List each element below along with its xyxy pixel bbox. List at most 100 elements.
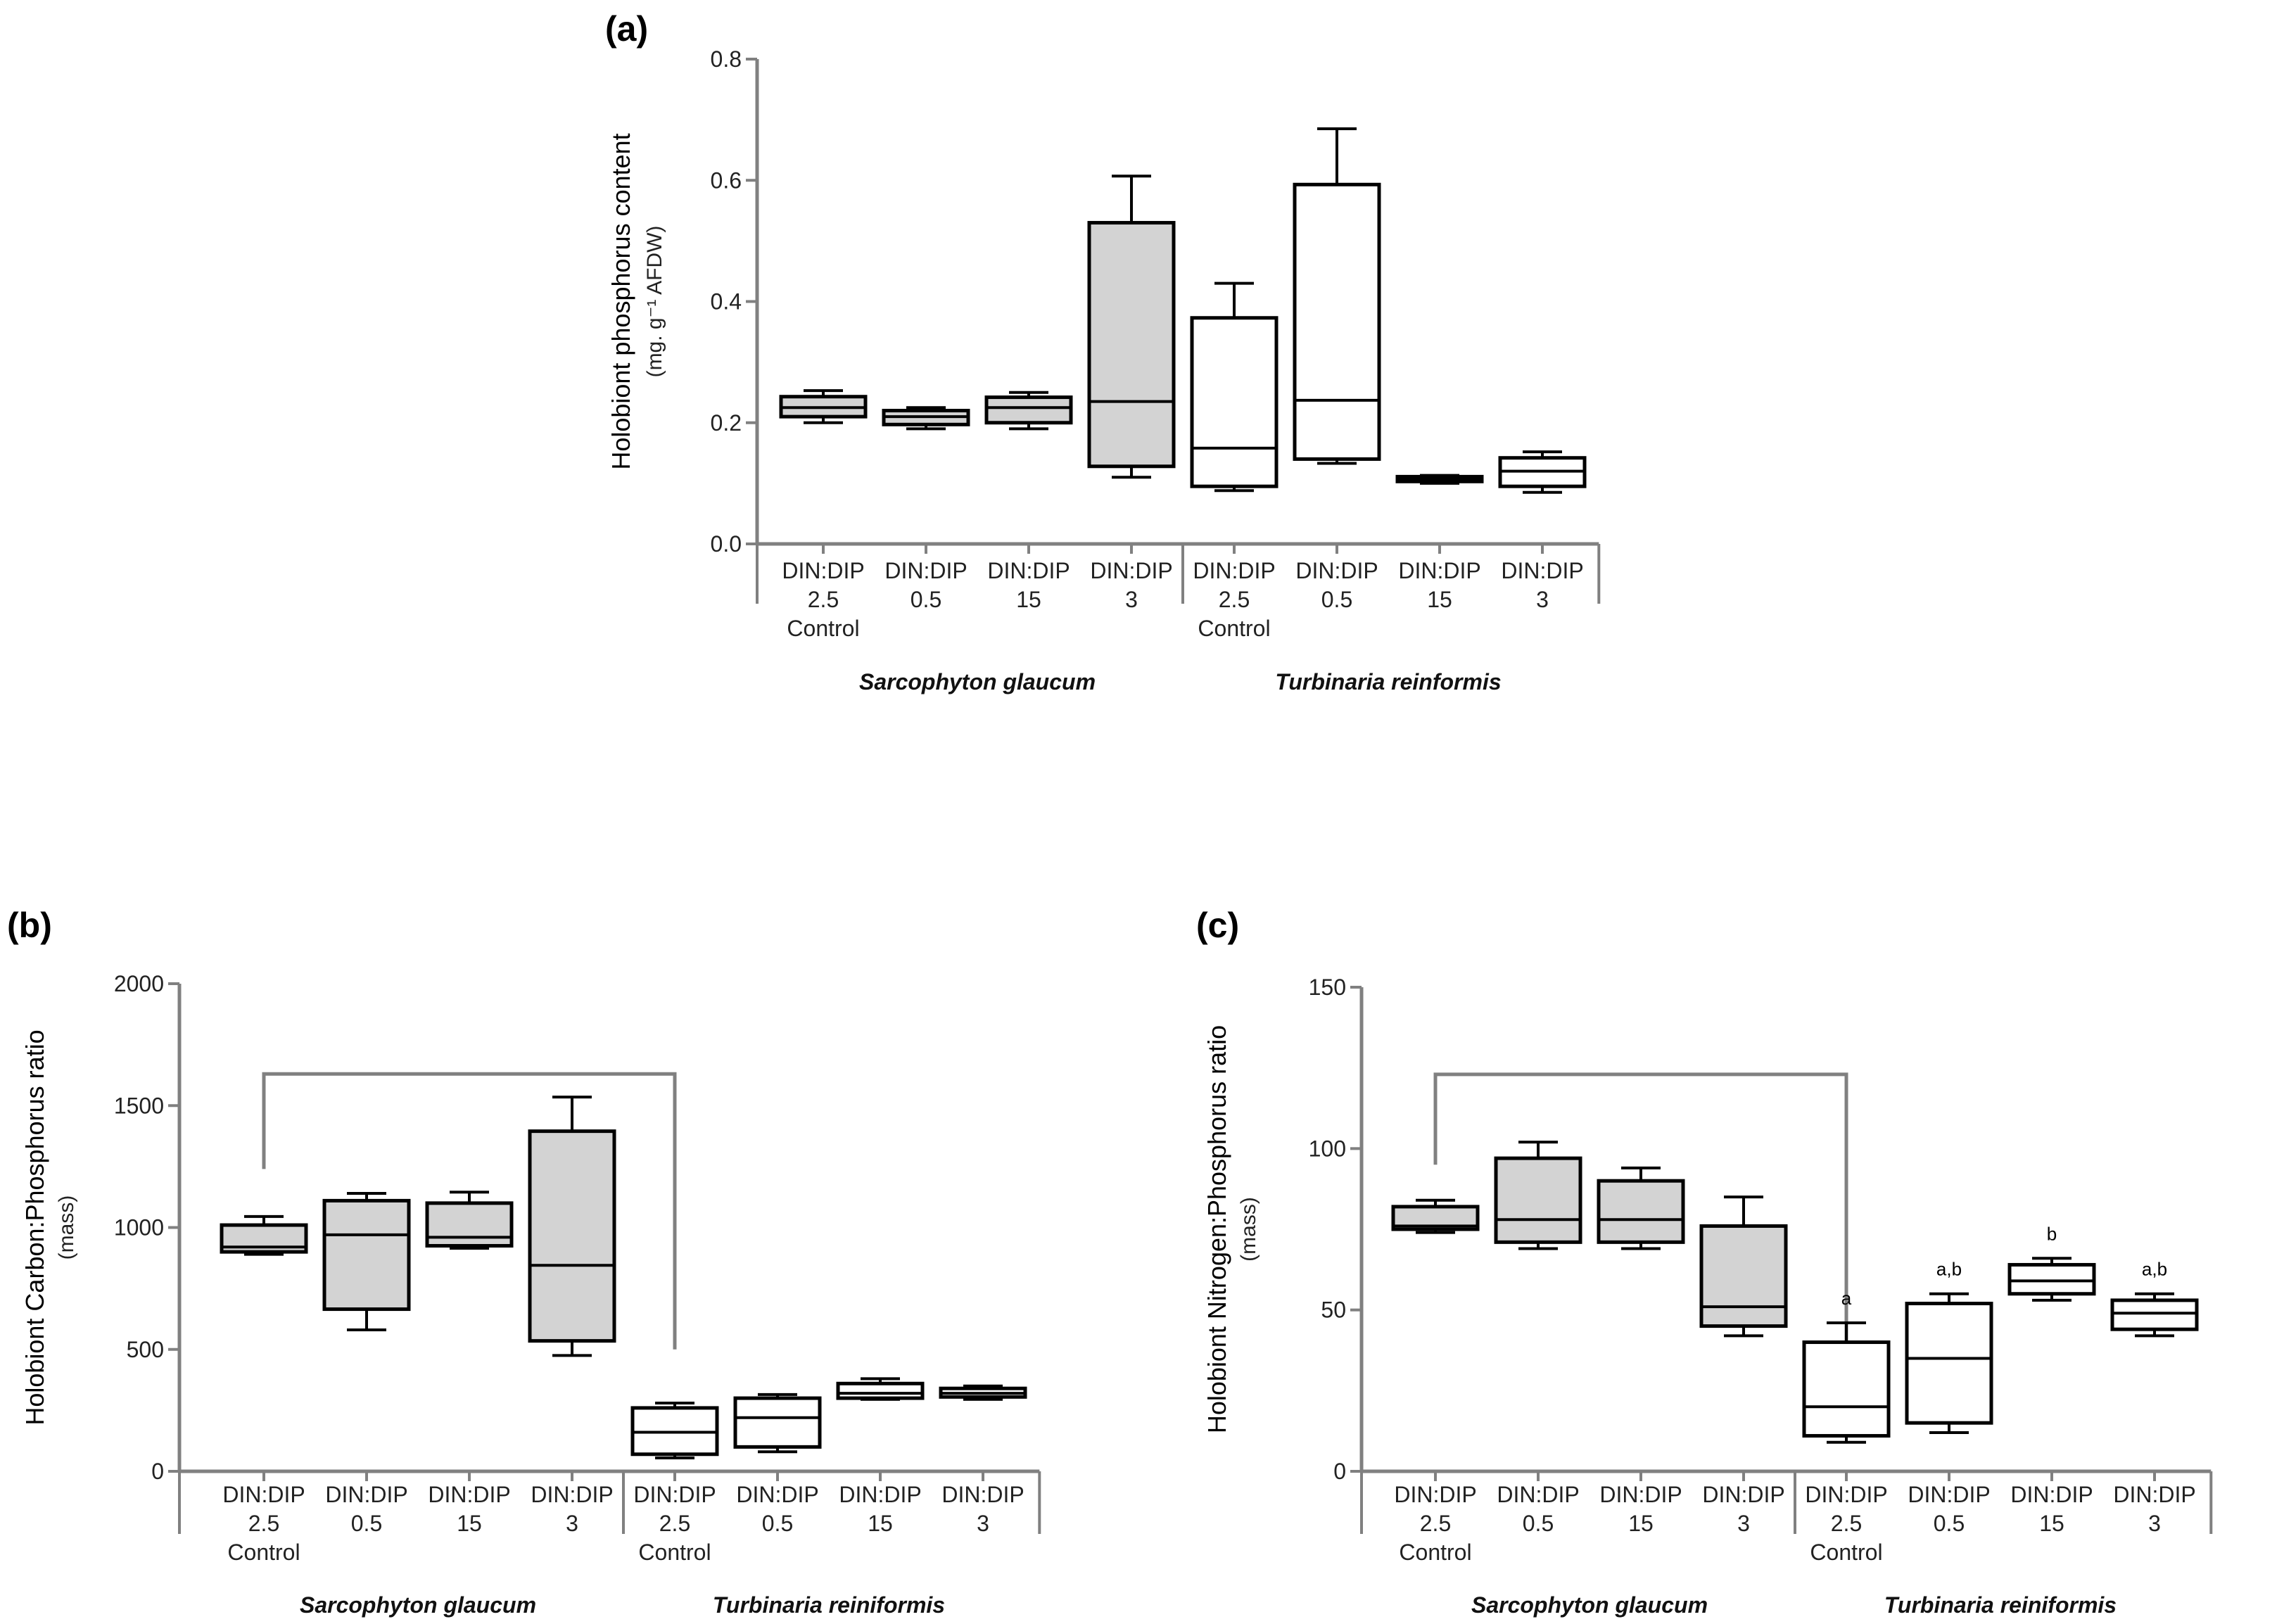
x-category-label: Control — [227, 1540, 300, 1565]
y-axis-title: Holobiont Nitrogen:Phosphorus ratio — [1203, 1025, 1231, 1433]
box-iqr — [1802, 1340, 1891, 1438]
box-iqr — [425, 1201, 514, 1248]
panel-b-chart: (b) 0 500 1000 1500 2000 Holobiont Carbon:Phos… — [7, 906, 1041, 1618]
x-category-label: 0.5 — [1934, 1511, 1965, 1536]
group-label: Sarcophyton glaucum — [1471, 1592, 1708, 1618]
x-category-label: 15 — [1427, 587, 1452, 612]
x-category-label: 2.5 — [808, 587, 839, 612]
x-category-label: DIN:DIP — [222, 1482, 305, 1507]
box-plot — [322, 1191, 411, 1332]
x-category-label: DIN:DIP — [531, 1482, 613, 1507]
y-tick-label: 1500 — [114, 1093, 164, 1118]
panel-label: (c) — [1196, 906, 1239, 945]
x-category-label: 0.5 — [1321, 587, 1352, 612]
x-category-label: 0.5 — [351, 1511, 382, 1536]
group-label: Turbinaria reiniformis — [713, 1592, 945, 1618]
box-plot — [836, 1377, 925, 1401]
significance-label: a — [1841, 1288, 1852, 1309]
group-label: Sarcophyton glaucum — [859, 669, 1096, 694]
box-plot — [1802, 1321, 1891, 1444]
x-category-label: 0.5 — [911, 587, 941, 612]
x-category-label: DIN:DIP — [1599, 1482, 1682, 1507]
group-label: Turbinaria reinformis — [1275, 669, 1501, 694]
box-iqr — [1905, 1301, 1993, 1425]
x-category-label: 0.5 — [1523, 1511, 1554, 1536]
x-category-label: 2.5 — [1420, 1511, 1451, 1536]
x-category-label: DIN:DIP — [884, 558, 967, 583]
y-tick-label: 2000 — [114, 971, 164, 996]
box-plot — [1087, 175, 1176, 479]
x-category-label: DIN:DIP — [1497, 1482, 1579, 1507]
x-category-label: DIN:DIP — [736, 1482, 818, 1507]
y-tick-label: 150 — [1309, 975, 1346, 1000]
x-category-label: 0.5 — [762, 1511, 793, 1536]
box-iqr — [528, 1129, 616, 1343]
comparison-bracket — [1433, 1072, 1848, 1352]
x-category-label: DIN:DIP — [2010, 1482, 2093, 1507]
panel-label: (b) — [7, 906, 52, 945]
y-tick-label: 50 — [1321, 1298, 1346, 1323]
panel-a-chart: (a) 0.0 0.2 0.4 0.6 0.8 Holobiont phosphorus c… — [605, 9, 1601, 694]
significance-label: b — [2047, 1223, 2057, 1244]
box-plot — [882, 406, 970, 431]
y-axis-title: Holobiont phosphorus content — [607, 133, 635, 469]
x-category-label: 3 — [2148, 1511, 2161, 1536]
box-plot — [733, 1393, 822, 1454]
x-category-label: DIN:DIP — [839, 1482, 921, 1507]
x-category-label: 15 — [868, 1511, 893, 1536]
box-plot — [2007, 1257, 2096, 1302]
box-plot — [1905, 1292, 1993, 1434]
box-iqr — [1597, 1179, 1685, 1244]
box-iqr — [1087, 221, 1176, 469]
significance-label: a,b — [1936, 1259, 1962, 1280]
significance-label: a,b — [2142, 1259, 2167, 1280]
x-category-label: 3 — [1125, 587, 1138, 612]
box-plot — [984, 391, 1073, 431]
y-tick-label: 0 — [151, 1459, 164, 1484]
y-tick-label: 0.0 — [711, 531, 742, 557]
group-label: Sarcophyton glaucum — [300, 1592, 536, 1618]
box-iqr — [1494, 1156, 1582, 1244]
x-category-label: DIN:DIP — [941, 1482, 1024, 1507]
group-label: Turbinaria reiniformis — [1884, 1592, 2117, 1618]
x-category-label: 2.5 — [1831, 1511, 1862, 1536]
y-tick-label: 0.2 — [711, 410, 742, 436]
x-category-label: 2.5 — [1219, 587, 1250, 612]
x-category-label: 3 — [566, 1511, 578, 1536]
x-category-label: DIN:DIP — [782, 558, 864, 583]
box-iqr — [836, 1381, 925, 1400]
y-axis-subtitle: (mass) — [55, 1195, 78, 1260]
x-category-label: 3 — [1737, 1511, 1750, 1536]
x-category-label: Control — [638, 1540, 711, 1565]
x-category-label: 3 — [977, 1511, 989, 1536]
x-category-label: DIN:DIP — [2113, 1482, 2195, 1507]
box-iqr — [2110, 1298, 2199, 1331]
box-iqr — [733, 1396, 822, 1449]
x-category-label: 15 — [2039, 1511, 2064, 1536]
y-tick-label: 0.4 — [711, 289, 742, 315]
x-category-label: DIN:DIP — [1193, 558, 1275, 583]
x-category-label: DIN:DIP — [1501, 558, 1583, 583]
box-plot — [1190, 281, 1279, 493]
x-category-label: DIN:DIP — [633, 1482, 716, 1507]
box-plot — [220, 1214, 308, 1256]
x-category-label: DIN:DIP — [1394, 1482, 1476, 1507]
box-plot — [630, 1401, 719, 1459]
y-tick-label: 500 — [127, 1337, 164, 1362]
x-category-label: DIN:DIP — [1908, 1482, 1990, 1507]
x-category-label: Control — [787, 616, 859, 641]
x-category-label: Control — [1399, 1540, 1471, 1565]
x-category-label: DIN:DIP — [1805, 1482, 1887, 1507]
box-plot — [1293, 127, 1381, 465]
x-category-label: 2.5 — [248, 1511, 279, 1536]
x-category-label: DIN:DIP — [1398, 558, 1480, 583]
box-iqr — [984, 395, 1073, 425]
comparison-bracket — [262, 1072, 677, 1350]
x-category-label: 2.5 — [659, 1511, 690, 1536]
box-plot — [779, 389, 868, 424]
box-iqr — [1699, 1224, 1788, 1328]
box-iqr — [322, 1198, 411, 1312]
box-plot — [1494, 1141, 1582, 1250]
y-axis-title: Holobiont Carbon:Phosphorus ratio — [20, 1029, 49, 1425]
